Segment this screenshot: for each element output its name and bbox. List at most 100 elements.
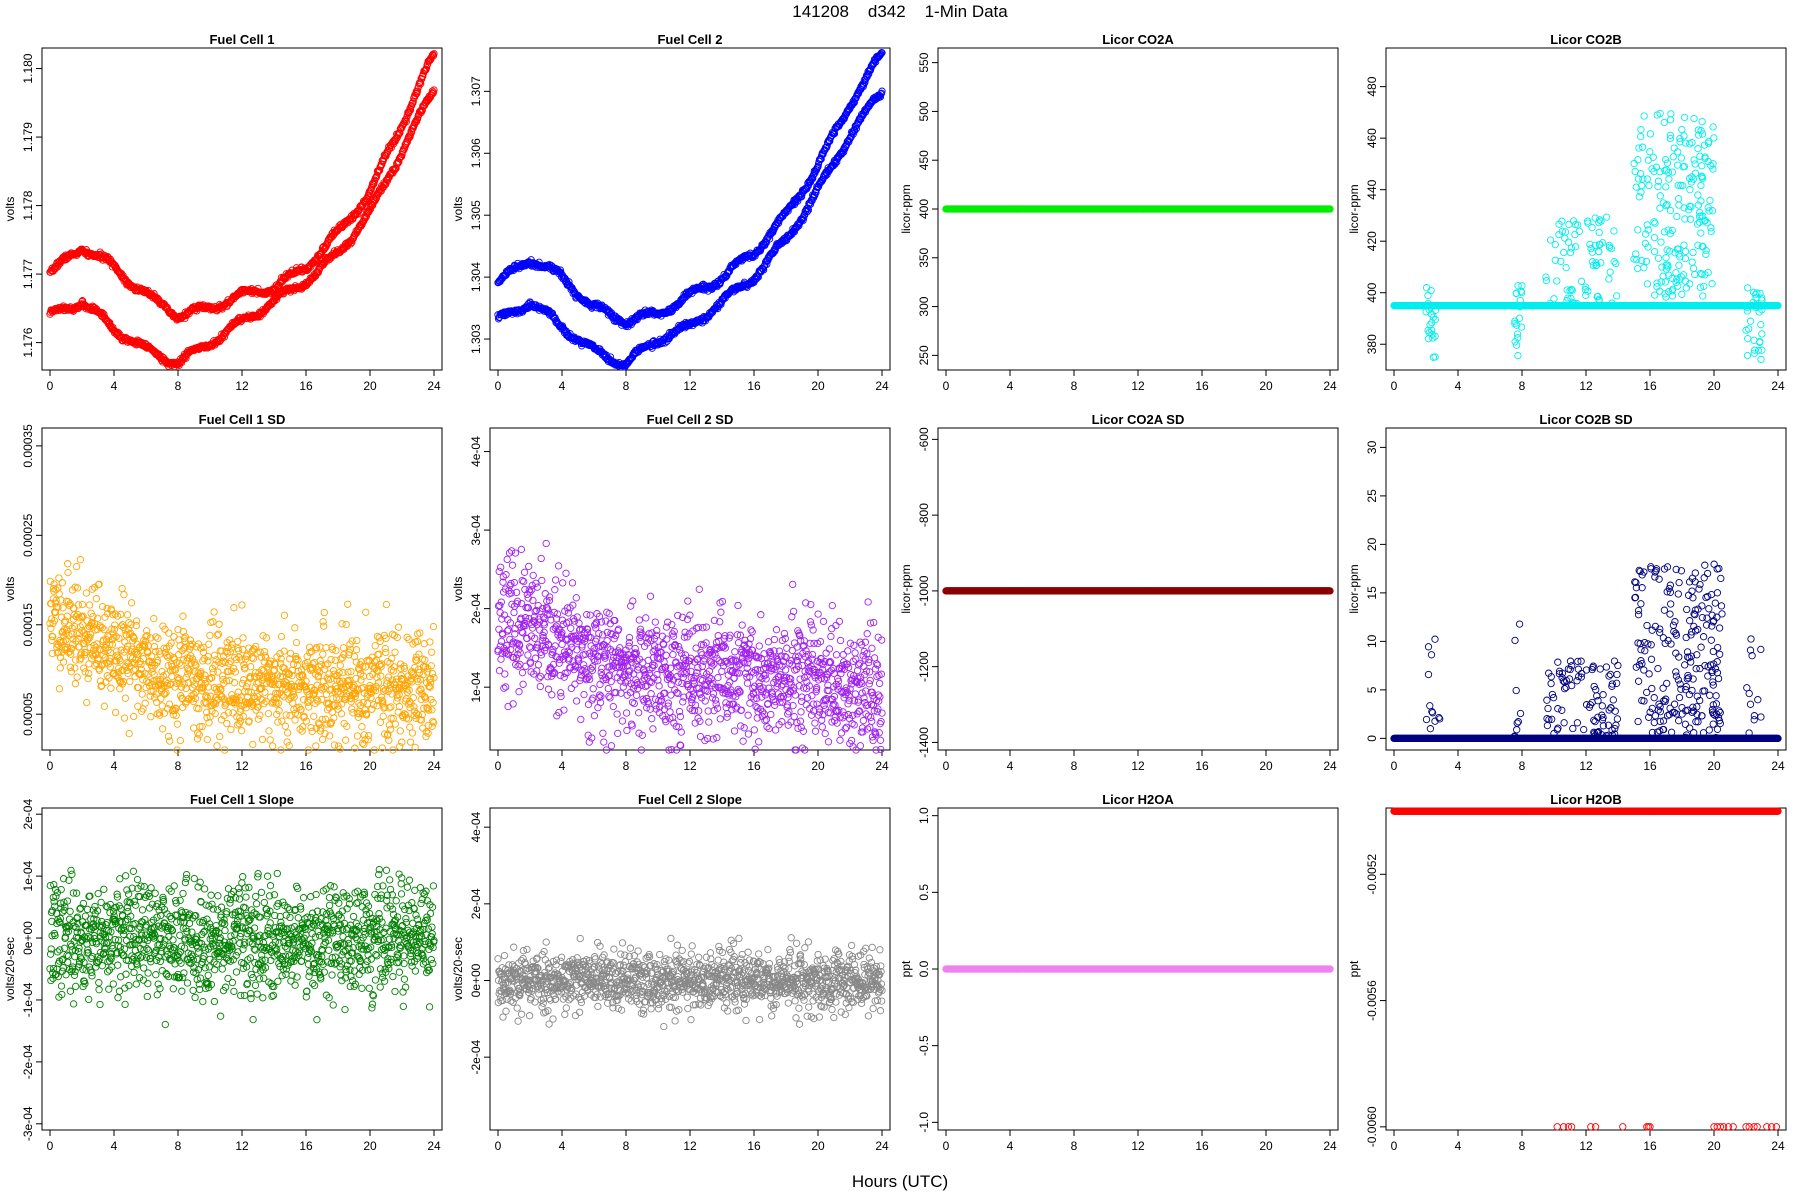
data-point [1646, 148, 1654, 156]
x-tick-label: 16 [1195, 379, 1209, 393]
x-tick-label: 12 [1579, 379, 1593, 393]
y-tick-label: 380 [1365, 334, 1379, 354]
data-point [1693, 220, 1702, 228]
data-point [1644, 156, 1652, 164]
x-tick-label: 20 [363, 759, 377, 773]
data-point [1566, 248, 1575, 257]
chart-panel: Fuel Cell 20 4 8 12 16 20 241.3031.3041.3051.3… [451, 32, 891, 393]
data-point [1656, 192, 1664, 200]
y-tick-label: 0.00005 [21, 692, 35, 736]
data-point [1639, 175, 1647, 183]
data-point [55, 590, 63, 598]
data-point [1633, 264, 1642, 273]
data-point [1562, 263, 1570, 272]
data-point [1689, 264, 1698, 273]
page-title: 141208 d342 1-Min Data [792, 2, 1008, 21]
y-tick-label: 1.307 [469, 76, 483, 106]
data-point [1698, 162, 1706, 170]
data-point [1571, 243, 1580, 251]
data-point [1691, 270, 1699, 279]
x-tick-label: 4 [1455, 379, 1462, 393]
data-point [394, 130, 402, 139]
data-point [1660, 228, 1669, 236]
data-point [1422, 284, 1431, 292]
data-point [1706, 196, 1714, 205]
data-point [378, 161, 386, 169]
x-tick-label: 12 [235, 759, 249, 773]
x-tick-label: 0 [47, 379, 54, 393]
data-point [1637, 132, 1645, 141]
x-tick-label: 8 [623, 379, 630, 393]
data-point [1577, 277, 1586, 285]
data-point [1654, 254, 1663, 262]
y-tick-label: 480 [1365, 76, 1379, 96]
data-point [1699, 292, 1707, 300]
y-tick-label: 0.00035 [21, 424, 35, 468]
x-tick-label: 24 [875, 379, 889, 393]
data-point [1707, 227, 1715, 236]
data-point [396, 129, 404, 137]
y-axis-label: licor-ppm [899, 184, 913, 233]
data-point [354, 210, 362, 218]
y-axis-label: volts [3, 577, 17, 602]
data-point [82, 589, 91, 597]
data-point [1610, 227, 1618, 235]
data-point [64, 560, 72, 568]
data-point [409, 98, 417, 106]
data-point [1709, 123, 1717, 131]
y-tick-label: 0.00015 [21, 603, 35, 647]
data-point [1694, 191, 1702, 199]
data-point [1674, 148, 1682, 156]
x-tick-label: 20 [363, 379, 377, 393]
data-point [1681, 254, 1690, 263]
data-point [1662, 254, 1670, 262]
y-axis-label: licor-ppm [1347, 184, 1361, 233]
data-point [1630, 159, 1638, 168]
data-point [1612, 259, 1620, 268]
data-point [1744, 284, 1752, 292]
data-point [1650, 247, 1659, 256]
x-tick-label: 8 [175, 759, 182, 773]
x-tick-label: 12 [235, 379, 249, 393]
data-point [1606, 268, 1614, 276]
data-point [368, 182, 376, 190]
data-point [1662, 183, 1670, 191]
x-tick-label: 0 [495, 379, 502, 393]
data-point [117, 269, 126, 278]
data-point [85, 601, 94, 609]
data-point [1551, 240, 1559, 249]
data-point [1710, 134, 1718, 142]
data-point [106, 255, 114, 263]
data-point [1640, 264, 1648, 272]
data-point [1567, 244, 1576, 252]
data-point [1680, 113, 1689, 122]
data-point [1757, 355, 1765, 364]
x-tick-label: 8 [175, 379, 182, 393]
y-tick-label: 0.00025 [21, 513, 35, 557]
y-tick-label: 300 [917, 296, 931, 316]
y-tick-label: 1.176 [21, 327, 35, 357]
data-point [1675, 201, 1683, 209]
x-tick-label: 24 [1323, 379, 1337, 393]
data-point [1595, 248, 1603, 256]
plot-frame [1385, 47, 1787, 371]
x-tick-label: 0 [47, 759, 54, 773]
data-point [1746, 317, 1755, 325]
data-point [1550, 295, 1558, 303]
data-point [1743, 351, 1752, 360]
x-tick-label: 16 [299, 379, 313, 393]
data-point [1638, 143, 1647, 151]
data-point [1697, 181, 1705, 190]
data-point [1681, 247, 1690, 256]
chart-title: Licor CO2B [1550, 32, 1622, 47]
x-tick-label: 20 [811, 379, 825, 393]
data-point [71, 664, 79, 672]
data-point [1698, 117, 1706, 126]
data-point [1634, 226, 1642, 234]
y-tick-label: 460 [1365, 128, 1379, 148]
data-point [71, 680, 80, 688]
y-tick-label: 1.304 [469, 262, 483, 292]
y-axis-label: volts [451, 197, 465, 222]
data-point [1688, 138, 1696, 147]
